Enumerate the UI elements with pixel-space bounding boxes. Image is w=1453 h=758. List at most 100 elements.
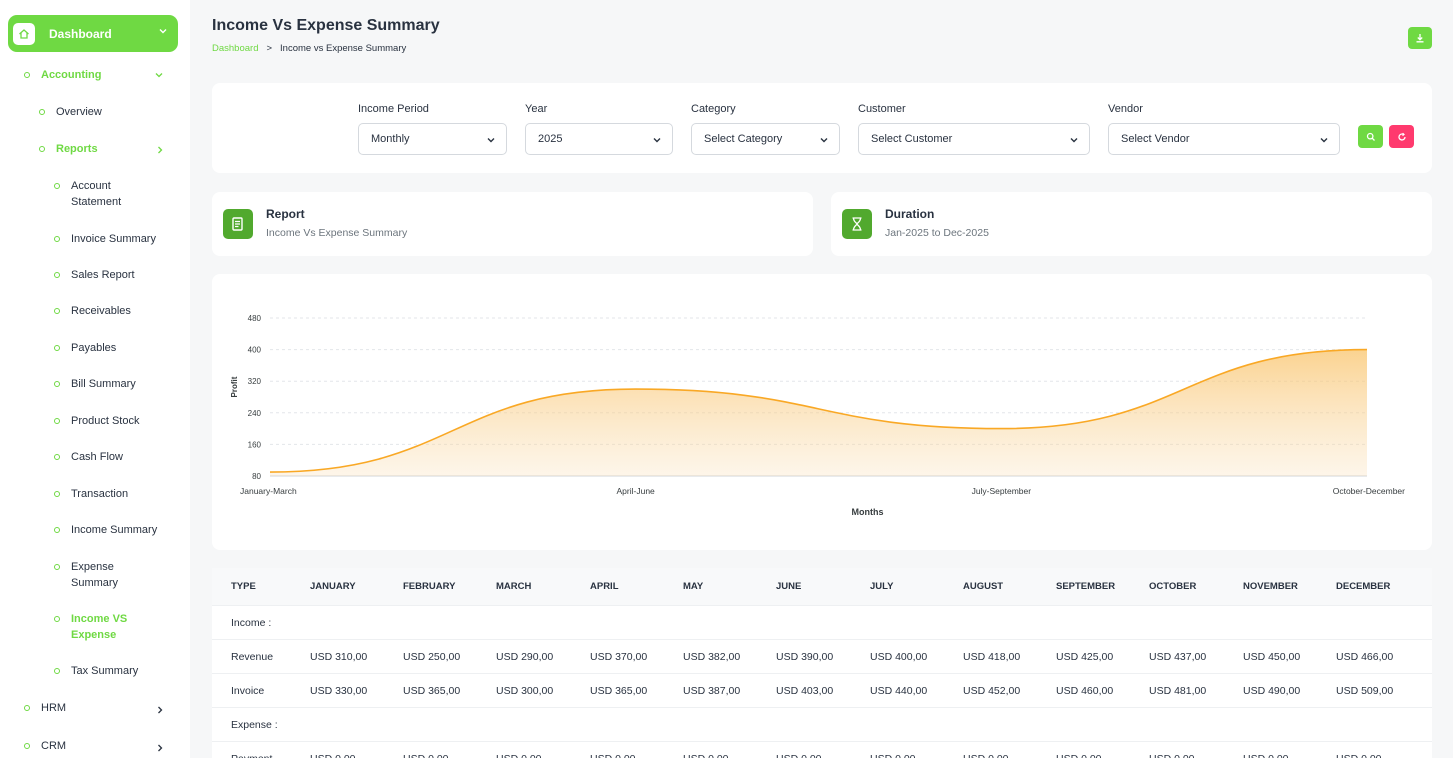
vendor-select[interactable]: Select Vendor — [1108, 123, 1340, 155]
y-tick-label: 80 — [252, 472, 261, 481]
column-header: DECEMBER — [1336, 581, 1391, 592]
table-cell: USD 382,00 — [683, 650, 741, 663]
bullet-icon — [54, 527, 60, 533]
sidebar-item-hrm[interactable]: HRM — [24, 700, 66, 716]
table-cell: USD 450,00 — [1243, 650, 1301, 663]
chevron-down-icon — [155, 73, 163, 78]
x-tick-label: April-June — [617, 486, 656, 496]
table-cell: USD 250,00 — [403, 650, 461, 663]
table-body: Income : Revenue USD 310,00 USD 250,00 USD 2… — [212, 605, 1432, 758]
table-cell: USD 0,00 — [1056, 753, 1102, 758]
sidebar-item-label: HRM — [41, 702, 67, 714]
chevron-right-icon — [158, 146, 163, 154]
category-select[interactable]: Select Category — [691, 123, 840, 155]
sidebar-item-label: Account Statement — [71, 180, 122, 208]
table-cell: USD 403,00 — [776, 684, 834, 697]
bullet-icon — [39, 109, 45, 115]
table-cell: USD 0,00 — [1336, 753, 1382, 758]
table-cell: USD 452,00 — [963, 684, 1021, 697]
sidebar-item-receivables[interactable]: Receivables — [54, 303, 131, 319]
sidebar-item-income-vs-expense[interactable]: Income VS Expense — [54, 611, 139, 643]
year-select[interactable]: 2025 — [525, 123, 673, 155]
download-icon — [1416, 34, 1424, 43]
y-tick-label: 240 — [248, 409, 262, 418]
y-tick-label: 320 — [248, 377, 262, 386]
sidebar-item-accounting[interactable]: Accounting — [24, 67, 102, 83]
table-section-row: Expense : — [212, 707, 1432, 741]
bullet-icon — [54, 616, 60, 622]
duration-subtitle: Jan-2025 to Dec-2025 — [885, 227, 989, 239]
home-icon — [13, 22, 35, 45]
table-cell: USD 425,00 — [1056, 650, 1114, 663]
sidebar-item-expense-summary[interactable]: Expense Summary — [54, 559, 134, 591]
bullet-icon — [39, 146, 45, 152]
sidebar-item-reports[interactable]: Reports — [39, 141, 98, 157]
sidebar-item-label: Reports — [56, 143, 98, 155]
customer-select[interactable]: Select Customer — [858, 123, 1090, 155]
income-period-value: Monthly — [371, 133, 410, 145]
sidebar-item-label: Dashboard — [49, 26, 112, 41]
table-cell: USD 330,00 — [310, 684, 368, 697]
row-label: Income : — [231, 616, 272, 629]
table-cell: USD 440,00 — [870, 684, 928, 697]
sidebar-item-crm[interactable]: CRM — [24, 738, 66, 754]
bullet-icon — [54, 308, 60, 314]
sidebar-item-overview[interactable]: Overview — [39, 104, 102, 120]
y-tick-label: 400 — [248, 346, 262, 355]
sidebar-item-label: Transaction — [71, 488, 129, 500]
column-header: JANUARY — [310, 581, 356, 592]
vendor-value: Select Vendor — [1121, 133, 1190, 145]
duration-info-card: Duration Jan-2025 to Dec-2025 — [831, 192, 1432, 256]
series-area — [270, 349, 1367, 476]
table-header-row: TYPE JANUARY FEBRUARY MARCH APRIL MAY JUNE JULY… — [212, 568, 1432, 605]
chevron-down-icon — [487, 138, 495, 143]
sidebar-item-payables[interactable]: Payables — [54, 340, 116, 356]
category-value: Select Category — [704, 133, 783, 145]
table-cell: USD 466,00 — [1336, 650, 1394, 663]
table-cell: USD 0,00 — [963, 753, 1009, 758]
table-cell: USD 0,00 — [683, 753, 729, 758]
chevron-down-icon — [1320, 138, 1328, 143]
chevron-down-icon — [653, 138, 661, 143]
column-header: JULY — [870, 581, 894, 592]
sidebar-item-bill-summary[interactable]: Bill Summary — [54, 376, 136, 392]
table-row: Invoice USD 330,00 USD 365,00 USD 300,00 USD… — [212, 673, 1432, 707]
bullet-icon — [54, 345, 60, 351]
sidebar-item-tax-summary[interactable]: Tax Summary — [54, 663, 138, 679]
table-cell: USD 0,00 — [776, 753, 822, 758]
sidebar-item-label: Bill Summary — [71, 378, 136, 390]
sidebar-item-dashboard[interactable]: Dashboard — [8, 15, 178, 52]
table-cell: USD 0,00 — [1243, 753, 1289, 758]
breadcrumb-home-link[interactable]: Dashboard — [212, 43, 259, 54]
search-button[interactable] — [1358, 125, 1383, 148]
x-axis-title: Months — [852, 507, 884, 517]
sidebar-item-income-summary[interactable]: Income Summary — [54, 522, 157, 538]
sidebar-item-product-stock[interactable]: Product Stock — [54, 413, 139, 429]
sidebar-item-label: Receivables — [71, 305, 131, 317]
bullet-icon — [24, 743, 30, 749]
row-label: Invoice — [231, 684, 265, 697]
year-label: Year — [525, 103, 548, 115]
row-label: Payment — [231, 753, 272, 758]
report-title: Report — [266, 207, 305, 221]
table-cell: USD 370,00 — [590, 650, 648, 663]
sidebar-item-label: Tax Summary — [71, 665, 139, 677]
column-header: TYPE — [231, 581, 256, 592]
reset-button[interactable] — [1389, 125, 1414, 148]
hourglass-icon — [842, 209, 872, 239]
sidebar-item-label: Product Stock — [71, 415, 140, 427]
sidebar-item-transaction[interactable]: Transaction — [54, 486, 128, 502]
sidebar-item-account-statement[interactable]: Account Statement — [54, 178, 144, 210]
table-cell: USD 310,00 — [310, 650, 368, 663]
x-tick-label: July-September — [972, 486, 1032, 496]
bullet-icon — [54, 381, 60, 387]
sidebar-item-cash-flow[interactable]: Cash Flow — [54, 449, 123, 465]
bullet-icon — [54, 418, 60, 424]
table-cell: USD 387,00 — [683, 684, 741, 697]
download-button[interactable] — [1408, 27, 1432, 49]
y-axis-title: Profit — [230, 376, 239, 397]
sidebar-item-invoice-summary[interactable]: Invoice Summary — [54, 231, 156, 247]
sidebar-item-sales-report[interactable]: Sales Report — [54, 267, 135, 283]
income-period-select[interactable]: Monthly — [358, 123, 507, 155]
table-cell: USD 509,00 — [1336, 684, 1394, 697]
